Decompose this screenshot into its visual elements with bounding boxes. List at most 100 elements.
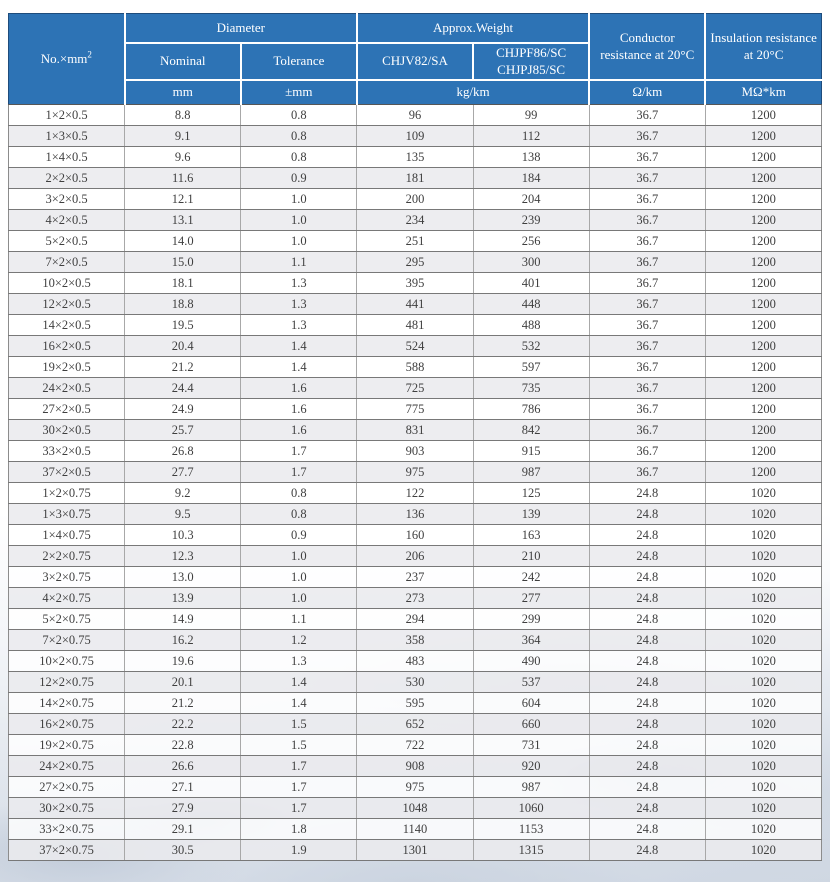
table-cell: 604 [472,692,590,714]
table-cell: 1×3×0.5 [7,125,126,147]
table-cell: 36.7 [588,461,706,483]
table-cell: 12.1 [124,188,242,210]
table-cell: 294 [356,608,474,630]
table-cell: 210 [472,545,590,567]
table-cell: 10×2×0.75 [7,650,126,672]
table-cell: 1.9 [240,839,358,861]
table-cell: 36.7 [588,188,706,210]
table-cell: 1.6 [240,398,358,420]
table-cell: 14.9 [124,608,242,630]
col-header-insulation-resistance: Insulation resistance at 20°C [704,13,823,81]
table-cell: 1.2 [240,629,358,651]
table-cell: 1200 [704,251,823,273]
table-cell: 1200 [704,209,823,231]
table-cell: 1153 [472,818,590,840]
table-cell: 24×2×0.75 [7,755,126,777]
table-cell: 2×2×0.5 [7,167,126,189]
table-cell: 109 [356,125,474,147]
table-cell: 1020 [704,482,823,504]
table-row: 7×2×0.5 15.0 1.1 295 300 36.7 1200 [7,251,823,273]
table-cell: 1.0 [240,230,358,252]
table-cell: 24.8 [588,818,706,840]
table-cell: 1×2×0.5 [7,104,126,126]
table-cell: 1.0 [240,209,358,231]
table-cell: 24.8 [588,671,706,693]
table-row: 33×2×0.75 29.1 1.8 1140 1153 24.8 1020 [7,818,823,840]
table-row: 1×4×0.75 10.3 0.9 160 163 24.8 1020 [7,524,823,546]
table-cell: 1020 [704,839,823,861]
table-header: No.×mm2 Diameter Approx.Weight Conductor… [7,13,823,105]
table-body: 1×2×0.5 8.8 0.8 96 99 36.7 1200 1×3×0.5 9.1 0.8 10… [7,104,823,861]
table-cell: 13.1 [124,209,242,231]
table-cell: 1200 [704,146,823,168]
chjpj85sc-line2: CHJPJ85/SC [497,61,566,77]
table-cell: 16×2×0.75 [7,713,126,735]
table-cell: 595 [356,692,474,714]
table-cell: 19.5 [124,314,242,336]
table-cell: 122 [356,482,474,504]
table-cell: 29.1 [124,818,242,840]
table-cell: 3×2×0.5 [7,188,126,210]
table-cell: 1020 [704,692,823,714]
table-cell: 1×3×0.75 [7,503,126,525]
table-row: 3×2×0.75 13.0 1.0 237 242 24.8 1020 [7,566,823,588]
table-cell: 18.1 [124,272,242,294]
table-cell: 24.8 [588,755,706,777]
table-cell: 19×2×0.75 [7,734,126,756]
table-row: 30×2×0.75 27.9 1.7 1048 1060 24.8 1020 [7,797,823,819]
table-row: 19×2×0.75 22.8 1.5 722 731 24.8 1020 [7,734,823,756]
table-cell: 1048 [356,797,474,819]
table-cell: 25.7 [124,419,242,441]
table-cell: 1.7 [240,461,358,483]
table-cell: 1020 [704,650,823,672]
table-cell: 19.6 [124,650,242,672]
table-cell: 0.9 [240,524,358,546]
table-cell: 24.8 [588,608,706,630]
col-header-no: No.×mm2 [7,13,126,105]
table-cell: 135 [356,146,474,168]
unit-nominal: mm [123,79,242,105]
table-cell: 24.8 [588,545,706,567]
table-cell: 19×2×0.5 [7,356,126,378]
table-cell: 1200 [704,167,823,189]
table-row: 27×2×0.75 27.1 1.7 975 987 24.8 1020 [7,776,823,798]
table-row: 16×2×0.75 22.2 1.5 652 660 24.8 1020 [7,713,823,735]
table-cell: 1020 [704,587,823,609]
table-cell: 13.9 [124,587,242,609]
table-cell: 24.8 [588,482,706,504]
table-cell: 24.8 [588,629,706,651]
table-cell: 1.0 [240,566,358,588]
table-cell: 0.8 [240,125,358,147]
table-cell: 204 [472,188,590,210]
table-cell: 30.5 [124,839,242,861]
table-cell: 1.3 [240,293,358,315]
table-cell: 99 [472,104,590,126]
table-cell: 1200 [704,461,823,483]
table-cell: 1020 [704,545,823,567]
table-cell: 26.6 [124,755,242,777]
no-superscript: 2 [87,49,92,60]
table-cell: 21.2 [124,692,242,714]
table-cell: 36.7 [588,230,706,252]
table-cell: 1.7 [240,797,358,819]
table-row: 19×2×0.5 21.2 1.4 588 597 36.7 1200 [7,356,823,378]
table-cell: 908 [356,755,474,777]
table-cell: 1.1 [240,251,358,273]
table-cell: 1.8 [240,818,358,840]
table-cell: 831 [356,419,474,441]
table-cell: 4×2×0.5 [7,209,126,231]
table-cell: 11.6 [124,167,242,189]
table-row: 10×2×0.75 19.6 1.3 483 490 24.8 1020 [7,650,823,672]
table-cell: 1020 [704,776,823,798]
table-cell: 36.7 [588,272,706,294]
table-cell: 20.1 [124,671,242,693]
table-row: 3×2×0.5 12.1 1.0 200 204 36.7 1200 [7,188,823,210]
table-row: 5×2×0.5 14.0 1.0 251 256 36.7 1200 [7,230,823,252]
table-cell: 1×4×0.75 [7,524,126,546]
table-cell: 36.7 [588,146,706,168]
table-cell: 1200 [704,104,823,126]
table-cell: 735 [472,377,590,399]
table-cell: 9.6 [124,146,242,168]
table-cell: 987 [472,776,590,798]
table-cell: 975 [356,776,474,798]
